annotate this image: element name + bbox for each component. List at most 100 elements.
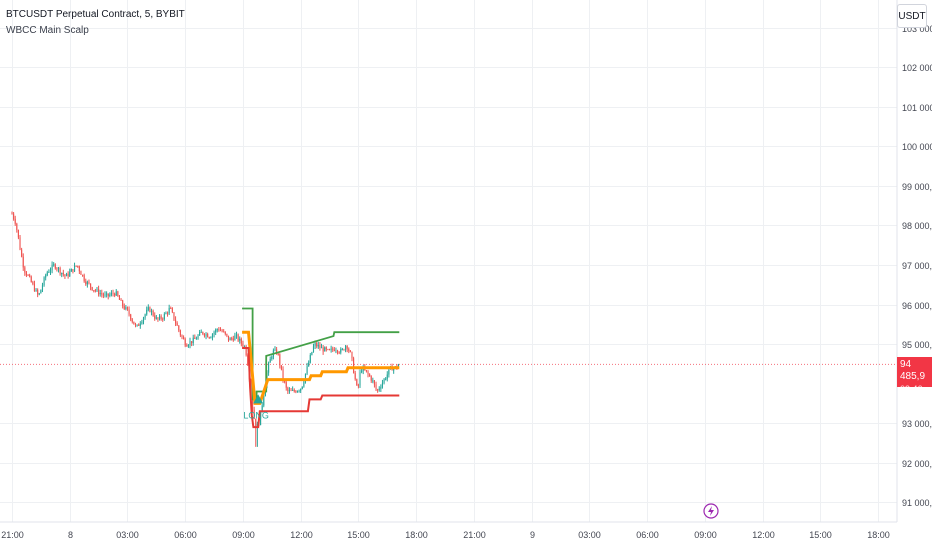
candle-body [41,285,44,290]
candle-body [341,349,343,351]
x-tick-label: 06:00 [174,530,197,540]
candle-body [184,339,186,346]
candle-body [178,325,180,331]
candle-body [46,272,48,276]
candle-body [277,353,279,355]
candle-body [378,388,380,390]
candle-body [292,389,294,391]
long-signal-triangle [253,394,264,404]
candle-body [117,291,119,297]
candle-body [181,335,183,338]
candle-body [122,300,124,307]
x-tick-label: 8 [68,530,73,540]
candle-body [372,380,374,382]
candle-body [260,410,262,426]
candle-body [59,267,61,274]
candle-body [73,265,76,272]
candle-body [152,310,154,316]
candle-body [335,350,337,352]
candle-body [110,292,112,295]
candle-body [202,331,204,334]
band-lower [242,347,400,429]
candle-body [162,318,164,320]
candle-body [37,289,39,295]
candle-body [128,309,130,315]
candle-body [345,345,347,351]
candle-body [268,362,270,373]
long-signal-marker: LONG [243,394,269,420]
band-upper [242,307,400,401]
candle-body [175,319,177,324]
x-tick-label: 21:00 [1,530,24,540]
x-tick-label: 18:00 [405,530,428,540]
candle-body [27,275,29,277]
candle-body [43,277,45,286]
candle-body [317,345,319,347]
y-tick-label: 97 000,0 [902,261,932,271]
candle-body [80,271,82,275]
indicator-bands [242,307,400,429]
candle-body [155,317,157,319]
candle-body [224,331,226,334]
lightning-icon[interactable] [703,503,719,519]
candle-body [85,281,87,285]
candle-body [361,370,363,373]
candle-body [88,281,90,284]
candle-body [141,321,143,324]
candle-body [24,267,26,273]
candle-body [191,341,193,344]
symbol-title: BTCUSDT Perpetual Contract, 5, BYBIT [6,9,185,20]
candle-body [216,329,218,331]
candle-body [346,345,348,349]
candle-body [57,267,60,270]
candle-body [316,342,318,347]
candle-body [199,332,201,336]
candle-body [30,276,32,283]
candle-body [330,348,332,350]
candle-body [65,273,68,277]
candle-body [72,269,74,272]
candle-body [67,273,69,277]
candle-body [385,378,387,380]
candle-body [33,284,36,292]
candle-body [96,288,98,291]
candle-body [242,343,244,347]
currency-button[interactable]: USDT [897,4,927,28]
candle-body [109,294,111,296]
candle-body [231,338,233,340]
candle-body [17,229,19,238]
candle-body [349,350,351,352]
candle-body [112,292,114,294]
indicator-label[interactable]: WBCC Main Scalp [6,25,89,36]
candle-body [163,314,165,319]
candle-body [253,409,255,419]
candle-body [235,334,238,336]
candle-body [101,293,103,295]
candle-body [340,349,342,353]
candle-body [227,335,230,341]
x-tick-label: 12:00 [290,530,313,540]
candle-body [295,391,297,393]
y-tick-label: 95 000,0 [902,340,932,350]
candle-body [130,314,132,320]
candle-body [35,289,37,292]
candle-body [61,272,63,274]
candle-body [301,386,303,389]
candle-body [123,306,125,309]
candle-body [300,388,302,391]
candle-body [296,390,299,393]
candle-body [306,366,308,374]
candle-body [146,309,148,315]
candle-body [11,213,13,215]
candle-body [312,345,315,353]
candle-body [93,290,95,292]
candle-body [186,345,188,347]
candle-body [370,376,372,381]
candle-body [106,293,108,295]
candle-body [168,308,170,314]
candle-body [319,345,321,349]
candle-body [298,390,300,392]
candle-body [314,342,316,346]
candle-body [322,347,324,352]
